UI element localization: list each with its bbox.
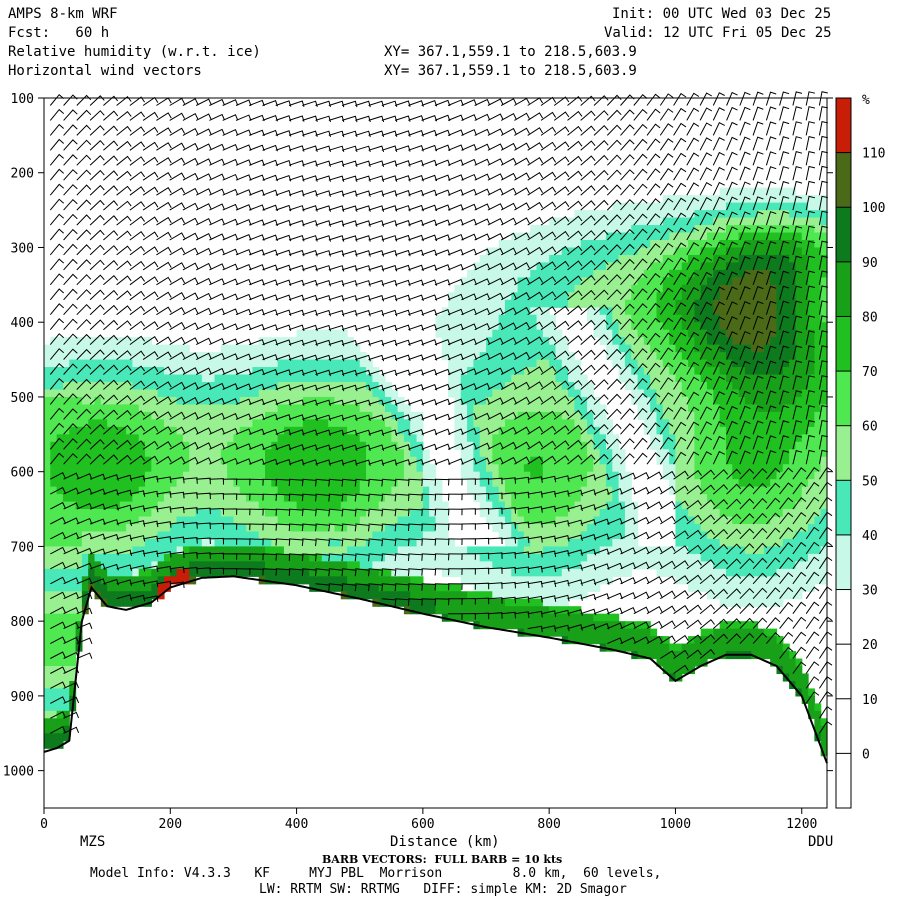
colorbar-label: 30 xyxy=(862,584,878,599)
colorbar-segment xyxy=(836,425,851,481)
colorbar-segment xyxy=(836,698,851,754)
x-tick-label: 1000 xyxy=(660,817,691,832)
x-tick-label: 0 xyxy=(40,817,48,832)
field-label-wind: Horizontal wind vectors xyxy=(8,63,202,79)
colorbar-segment xyxy=(836,98,851,154)
colorbar-unit: % xyxy=(862,93,870,108)
valid-time: Valid: 12 UTC Fri 05 Dec 25 xyxy=(604,25,832,41)
colorbar-label: 80 xyxy=(862,310,878,325)
colorbar-segment xyxy=(836,316,851,372)
colorbar-segment xyxy=(836,152,851,208)
y-tick-label: 800 xyxy=(11,615,34,630)
rh-shading xyxy=(44,187,828,757)
colorbar-frame xyxy=(835,97,852,809)
colorbar-segment xyxy=(836,261,851,317)
colorbar-segment xyxy=(836,534,851,591)
colorbar-label: 50 xyxy=(862,474,878,489)
plot-frame xyxy=(43,97,828,809)
colorbar-segment xyxy=(836,480,851,536)
y-tick-label: 900 xyxy=(11,690,34,705)
x-tick-label: 600 xyxy=(411,817,434,832)
y-tick-label: 300 xyxy=(11,241,34,256)
y-tick-label: 500 xyxy=(11,391,34,406)
colorbar-segment xyxy=(836,753,851,809)
colorbar-label: 110 xyxy=(862,147,885,162)
colorbar-segment xyxy=(836,207,851,263)
y-tick-label: 700 xyxy=(11,540,34,555)
colorbar-segment xyxy=(836,371,851,427)
y-tick-label: 200 xyxy=(11,167,34,182)
field-label-rh: Relative humidity (w.r.t. ice) xyxy=(8,44,261,60)
colorbar-label: 100 xyxy=(862,201,885,216)
x-tick-label: 400 xyxy=(285,817,308,832)
x-endpoint-right: DDU xyxy=(808,834,834,850)
y-tick-label: 1000 xyxy=(3,765,34,780)
colorbar-label: 20 xyxy=(862,638,878,653)
colorbar-label: 10 xyxy=(862,693,878,708)
colorbar-label: 40 xyxy=(862,529,878,544)
model-title: AMPS 8-km WRF xyxy=(8,6,118,22)
y-tick-label: 600 xyxy=(11,466,34,481)
x-axis-label: Distance (km) xyxy=(390,834,500,850)
colorbar-segment xyxy=(836,589,851,645)
xy-range-2: XY= 367.1,559.1 to 218.5,603.9 xyxy=(384,63,637,79)
colorbar-segment xyxy=(836,644,851,700)
model-info: Model Info: V4.3.3 KF MYJ PBL Morrison 8… xyxy=(90,866,662,881)
x-tick-label: 200 xyxy=(159,817,182,832)
x-tick-label: 800 xyxy=(537,817,560,832)
x-tick-label: 1200 xyxy=(786,817,817,832)
y-tick-label: 400 xyxy=(11,316,34,331)
x-endpoint-left: MZS xyxy=(80,834,106,850)
init-time: Init: 00 UTC Wed 03 Dec 25 xyxy=(612,6,832,22)
physics-info: LW: RRTM SW: RRTMG DIFF: simple KM: 2D S… xyxy=(259,882,627,897)
xy-range-1: XY= 367.1,559.1 to 218.5,603.9 xyxy=(384,44,637,60)
colorbar-label: 60 xyxy=(862,420,878,435)
barb-note: BARB VECTORS: FULL BARB = 10 kts xyxy=(322,853,563,866)
forecast-hour: Fcst: 60 h xyxy=(8,25,110,41)
colorbar-label: 70 xyxy=(862,365,878,380)
terrain-line xyxy=(43,575,828,764)
colorbar-label: 90 xyxy=(862,256,878,271)
colorbar-label: 0 xyxy=(862,747,870,762)
y-tick-label: 100 xyxy=(11,92,34,107)
